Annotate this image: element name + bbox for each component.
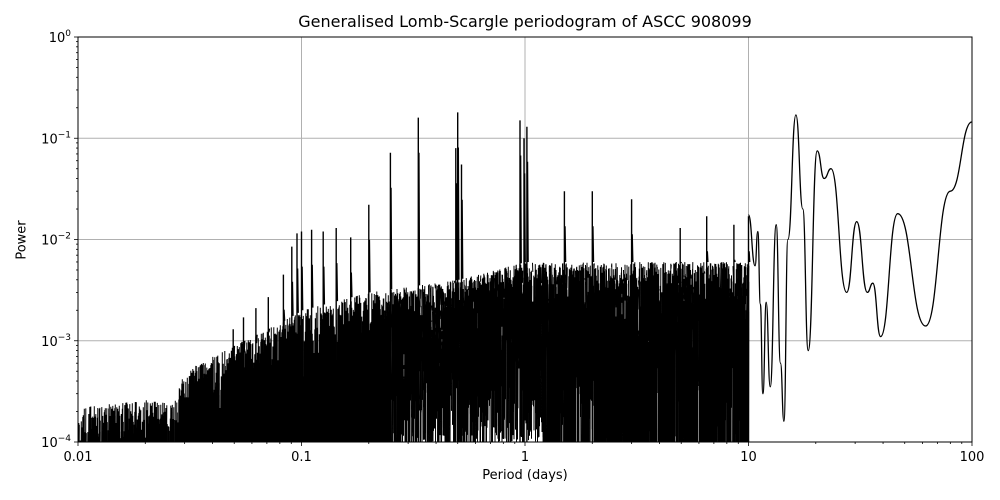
x-tick-label: 0.1 [291, 450, 312, 465]
x-tick-label: 0.01 [64, 450, 93, 465]
y-tick-label: 10−3 [41, 333, 71, 350]
chart-title: Generalised Lomb-Scargle periodogram of … [298, 12, 752, 31]
y-tick-label: 10−1 [41, 130, 71, 147]
periodogram-line [78, 112, 972, 442]
y-tick-label: 10−4 [41, 434, 71, 451]
x-axis-ticks: 0.01 0.1 1 10 100 [64, 442, 985, 465]
x-tick-label: 10 [740, 450, 757, 465]
y-tick-label: 100 [49, 29, 72, 46]
x-axis-label: Period (days) [482, 468, 568, 483]
y-axis-label: Power [14, 220, 30, 260]
x-tick-label: 1 [521, 450, 529, 465]
y-axis-ticks: 100 10−1 10−2 10−3 10−4 [41, 29, 78, 451]
y-tick-label: 10−2 [41, 232, 71, 249]
x-tick-label: 100 [960, 450, 985, 465]
